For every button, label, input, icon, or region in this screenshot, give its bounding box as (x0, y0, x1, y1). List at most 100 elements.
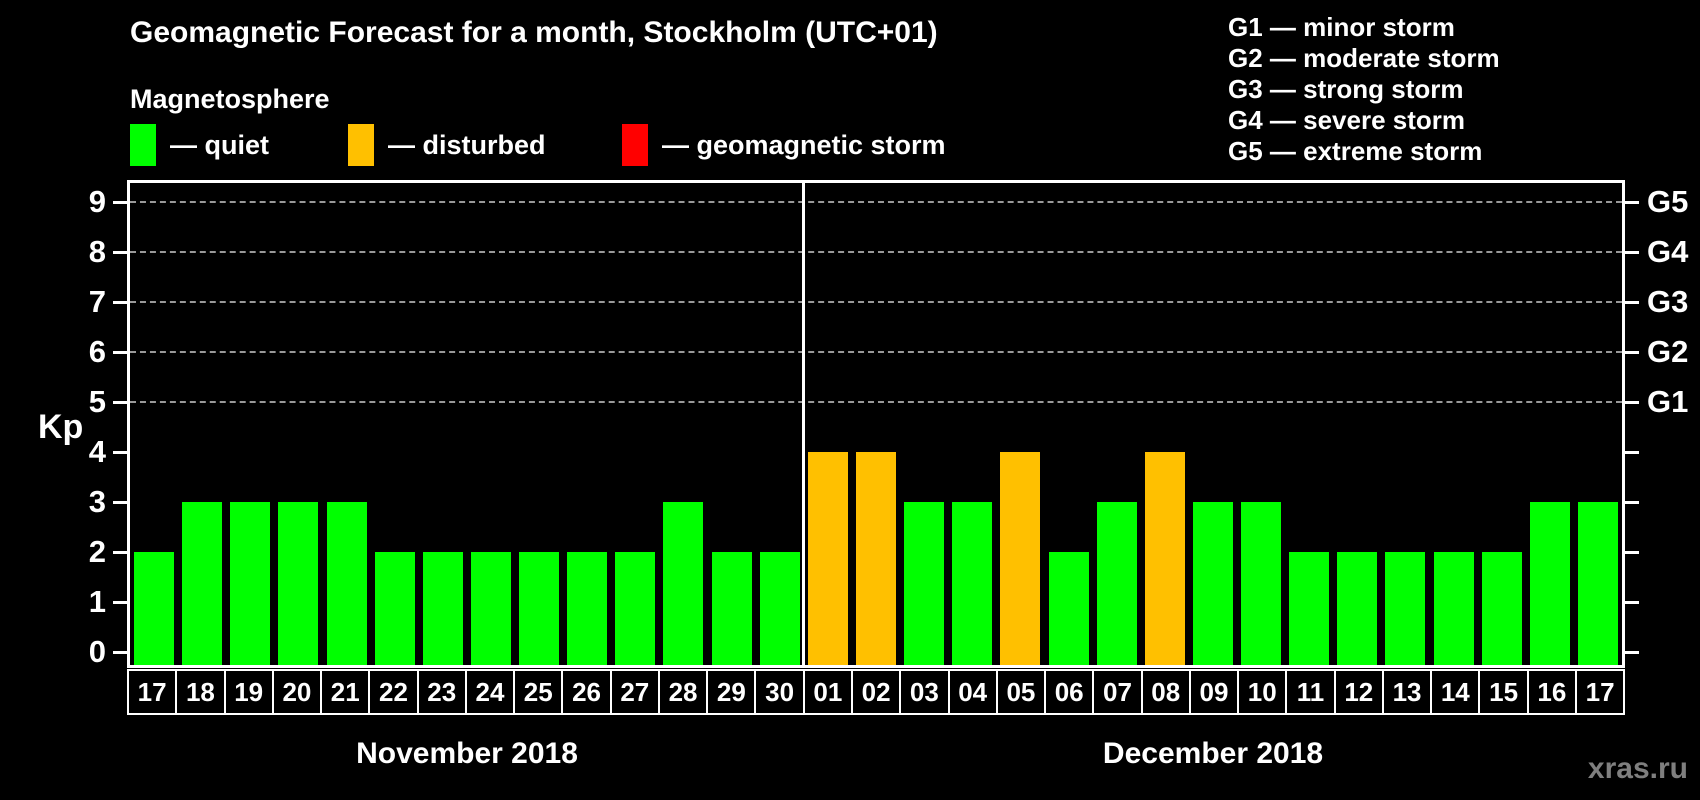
legend-item-disturbed: — disturbed (348, 122, 546, 168)
day-cell-november-27: 27 (609, 669, 660, 715)
day-cell-december-08: 08 (1140, 669, 1191, 715)
kp-bar-december-13 (1385, 552, 1426, 665)
disturbed-color-swatch (348, 124, 374, 166)
kp-tick-label-2: 2 (88, 534, 106, 569)
g-scale-legend-line: G1 — minor storm (1228, 12, 1455, 42)
day-cell-december-03: 03 (899, 669, 950, 715)
kp-bar-december-10 (1241, 502, 1282, 665)
kp-bar-november-25 (519, 552, 560, 665)
day-cell-november-23: 23 (416, 669, 467, 715)
kp-bar-november-26 (567, 552, 608, 665)
kp-bar-december-17 (1577, 502, 1618, 665)
day-cell-november-20: 20 (271, 669, 323, 715)
right-tick-kp6 (1625, 350, 1639, 354)
day-cell-december-02: 02 (850, 669, 902, 715)
right-tick-kp9 (1625, 200, 1639, 204)
kp-tick-label-4: 4 (88, 434, 106, 469)
kp-bar-november-29 (711, 552, 752, 665)
day-cell-december-11: 11 (1285, 669, 1336, 715)
kp-bar-december-01 (807, 452, 848, 665)
kp-tick-label-0: 0 (88, 634, 106, 669)
kp-tick-label-7: 7 (88, 284, 106, 319)
storm-color-swatch (622, 124, 648, 166)
left-tick-kp0 (113, 650, 127, 654)
g-axis-label-G3: G3 (1647, 284, 1689, 319)
day-cell-december-10: 10 (1237, 669, 1288, 715)
kp-bar-december-16 (1529, 502, 1570, 665)
kp-bar-december-06 (1048, 552, 1089, 665)
right-tick-kp7 (1625, 300, 1639, 304)
g-axis-label-G1: G1 (1647, 384, 1689, 419)
kp-bar-november-18 (182, 502, 223, 665)
kp-bar-november-17 (134, 552, 175, 665)
legend-heading: Magnetosphere (130, 84, 330, 114)
day-cell-december-14: 14 (1430, 669, 1481, 715)
kp-bar-december-15 (1481, 552, 1522, 665)
gridline-kp5 (130, 401, 1622, 403)
kp-bar-december-07 (1096, 502, 1137, 665)
plot-area (127, 180, 1625, 668)
g-scale-legend-line: G3 — strong storm (1228, 74, 1464, 104)
left-tick-kp7 (113, 300, 127, 304)
kp-bar-november-27 (615, 552, 656, 665)
day-cell-december-16: 16 (1526, 669, 1577, 715)
kp-bar-december-05 (1000, 452, 1041, 665)
right-tick-kp1 (1625, 600, 1639, 604)
day-cell-november-29: 29 (706, 669, 757, 715)
g-scale-legend-line: G5 — extreme storm (1228, 136, 1483, 166)
kp-bar-november-23 (422, 552, 463, 665)
g-axis-label-G5: G5 (1647, 184, 1689, 219)
month-separator (802, 183, 806, 665)
kp-bar-november-20 (278, 502, 319, 665)
quiet-color-swatch (130, 124, 156, 166)
day-cell-november-17: 17 (127, 669, 178, 715)
left-tick-kp2 (113, 550, 127, 554)
kp-tick-label-8: 8 (88, 234, 106, 269)
kp-bar-december-09 (1192, 502, 1233, 665)
legend-item-quiet: — quiet (130, 122, 269, 168)
left-tick-kp8 (113, 250, 127, 254)
month-label-november: November 2018 (356, 737, 578, 770)
month-label-december: December 2018 (1102, 737, 1324, 770)
kp-tick-label-9: 9 (88, 184, 106, 219)
day-cell-december-04: 04 (947, 669, 998, 715)
page-title: Geomagnetic Forecast for a month, Stockh… (130, 16, 938, 49)
y-axis-title: Kp (38, 408, 84, 446)
day-cell-november-22: 22 (368, 669, 419, 715)
kp-tick-label-1: 1 (88, 584, 106, 619)
plot-inner (130, 183, 1622, 665)
right-tick-kp8 (1625, 250, 1639, 254)
right-tick-kp4 (1625, 450, 1639, 454)
g-scale-legend: G1 — minor storm G2 — moderate storm G3 … (1228, 12, 1500, 167)
kp-bar-november-22 (374, 552, 415, 665)
g-scale-legend-line: G2 — moderate storm (1228, 43, 1500, 73)
left-tick-kp9 (113, 200, 127, 204)
day-cell-december-01: 01 (802, 669, 853, 715)
day-cell-december-07: 07 (1092, 669, 1143, 715)
kp-bar-november-28 (663, 502, 704, 665)
left-tick-kp5 (113, 400, 127, 404)
left-tick-kp3 (113, 500, 127, 504)
kp-tick-label-6: 6 (88, 334, 106, 369)
day-cell-november-18: 18 (175, 669, 226, 715)
gridline-kp8 (130, 251, 1622, 253)
g-axis-label-G4: G4 (1647, 234, 1689, 269)
kp-bar-december-14 (1433, 552, 1474, 665)
day-cell-december-13: 13 (1381, 669, 1433, 715)
legend-label-disturbed: — disturbed (388, 129, 546, 160)
day-cell-november-25: 25 (513, 669, 564, 715)
kp-bar-december-02 (856, 452, 896, 665)
kp-bar-december-08 (1144, 452, 1185, 665)
legend-label-storm: — geomagnetic storm (662, 129, 946, 160)
watermark: xras.ru (1587, 752, 1688, 785)
kp-bar-december-04 (952, 502, 993, 665)
kp-bar-december-03 (904, 502, 945, 665)
legend-item-storm: — geomagnetic storm (622, 122, 946, 168)
day-cell-november-26: 26 (561, 669, 612, 715)
gridline-kp7 (130, 301, 1622, 303)
kp-bar-november-30 (759, 552, 800, 665)
right-tick-kp2 (1625, 550, 1639, 554)
kp-bar-november-24 (470, 552, 511, 665)
day-cell-november-24: 24 (464, 669, 516, 715)
